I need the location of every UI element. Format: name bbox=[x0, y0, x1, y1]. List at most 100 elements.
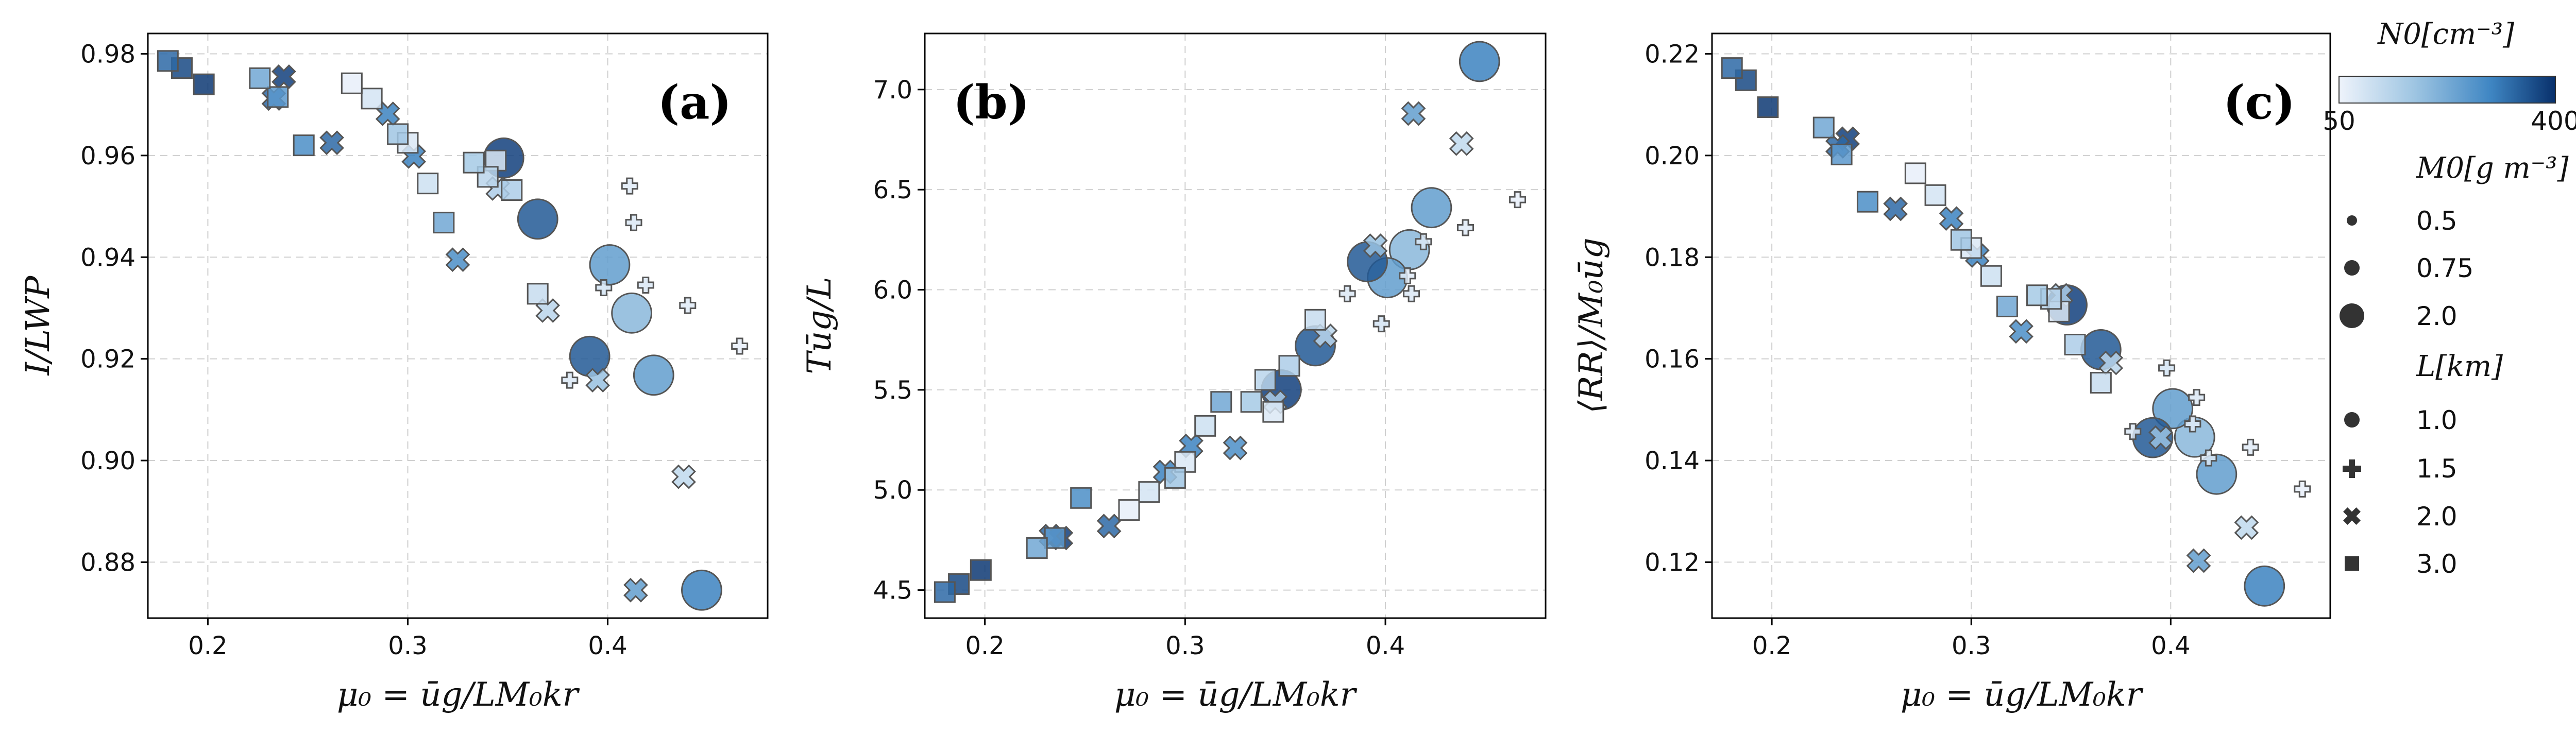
data-point-circle bbox=[681, 569, 722, 611]
data-point-x bbox=[445, 247, 470, 272]
size-legend-marker-0.75 bbox=[2344, 260, 2360, 276]
panel-c-label: (c) bbox=[2223, 75, 2295, 130]
x-tick-label: 0.4 bbox=[588, 631, 627, 660]
size-legend-title: M0[g m⁻³] bbox=[2416, 151, 2569, 185]
panel-a-label: (a) bbox=[658, 75, 732, 130]
data-point-plus bbox=[2184, 415, 2201, 433]
legend: N0[cm⁻³] 50 400 M0[g m⁻³] 0.5 0.75 2.0 L… bbox=[2323, 18, 2576, 579]
data-point-circle bbox=[2152, 388, 2194, 430]
data-point-square bbox=[417, 173, 439, 195]
marker-legend-x bbox=[2343, 507, 2361, 525]
data-point-plus bbox=[1338, 285, 1356, 302]
data-point-square bbox=[463, 151, 485, 174]
data-point-square bbox=[1026, 537, 1048, 559]
data-point-plus bbox=[2200, 449, 2217, 467]
data-point-plus bbox=[1403, 285, 1420, 302]
x-tick-label: 0.2 bbox=[965, 631, 1004, 660]
data-point-square bbox=[293, 134, 315, 157]
data-point-circle bbox=[1459, 41, 1500, 82]
y-tick-label: 0.98 bbox=[80, 40, 135, 69]
data-point-x bbox=[1363, 233, 1388, 258]
colorbar-min-label: 50 bbox=[2323, 106, 2355, 136]
y-tick-label: 0.20 bbox=[1645, 142, 1700, 170]
data-point-square bbox=[2090, 372, 2112, 394]
data-point-square bbox=[970, 559, 992, 581]
data-point-plus bbox=[595, 279, 613, 296]
panel-c-frame bbox=[1711, 32, 2331, 619]
data-point-square bbox=[2026, 284, 2048, 306]
data-point-square bbox=[527, 283, 549, 305]
data-point-square bbox=[1138, 481, 1160, 503]
data-point-x bbox=[1401, 101, 1426, 126]
data-point-circle bbox=[589, 244, 631, 285]
x-tick-label: 0.4 bbox=[2151, 631, 2190, 660]
data-point-square bbox=[1164, 467, 1186, 489]
x-tick-label: 0.3 bbox=[388, 631, 427, 660]
data-point-square bbox=[341, 72, 363, 94]
data-point-x bbox=[585, 368, 611, 392]
data-point-plus bbox=[625, 214, 642, 231]
y-tick-label: 0.12 bbox=[1645, 548, 1700, 577]
data-point-circle bbox=[633, 354, 674, 396]
data-point-square bbox=[2064, 334, 2086, 356]
x-tick-label: 0.2 bbox=[1752, 631, 1791, 660]
data-point-plus bbox=[679, 297, 697, 314]
data-point-square bbox=[157, 50, 179, 72]
data-point-square bbox=[361, 88, 383, 110]
marker-legend-label-3.0: 3.0 bbox=[2416, 549, 2458, 579]
data-point-square bbox=[1721, 57, 1743, 79]
size-legend-label-0.75: 0.75 bbox=[2416, 253, 2473, 283]
y-tick-label: 0.14 bbox=[1645, 447, 1700, 475]
data-point-x bbox=[2186, 548, 2211, 573]
data-point-x bbox=[2148, 425, 2173, 450]
data-point-circle bbox=[517, 198, 558, 240]
x-tick-label: 0.3 bbox=[1165, 631, 1205, 660]
data-point-plus bbox=[637, 277, 654, 294]
data-point-x bbox=[671, 464, 696, 489]
panel-b: 0.2 0.3 0.4 4.5 5.0 5.5 6.0 6.5 7.0 (b) μ₀ = ūg/… bbox=[801, 32, 1547, 714]
data-point-plus bbox=[2188, 389, 2206, 406]
panel-c: 0.2 0.3 0.4 0.12 0.14 0.16 0.18 0.20 0.22 (c) μ₀… bbox=[1572, 32, 2331, 714]
data-point-square bbox=[193, 73, 215, 95]
data-point-x bbox=[1096, 514, 1122, 539]
data-point-square bbox=[433, 212, 455, 234]
colorbar bbox=[2338, 76, 2556, 104]
y-tick-label: 0.96 bbox=[80, 142, 135, 170]
data-point-square bbox=[501, 179, 523, 201]
data-point-square bbox=[1070, 487, 1092, 509]
data-point-plus bbox=[2124, 423, 2142, 440]
data-point-plus bbox=[1372, 315, 1390, 333]
data-point-plus bbox=[2158, 359, 2176, 377]
size-legend-marker-2.0 bbox=[2340, 303, 2364, 328]
marker-legend-square bbox=[2345, 556, 2359, 571]
y-tick-label: 0.92 bbox=[80, 345, 135, 374]
marker-legend-circle bbox=[2344, 412, 2360, 428]
data-point-square bbox=[387, 123, 409, 145]
size-legend-marker-0.5 bbox=[2347, 215, 2357, 226]
data-point-plus bbox=[1457, 219, 1475, 236]
y-tick-label: 0.88 bbox=[80, 548, 135, 577]
x-tick-label: 0.4 bbox=[1366, 631, 1405, 660]
marker-legend-plus bbox=[2343, 459, 2361, 478]
y-tick-label: 5.0 bbox=[873, 476, 912, 505]
panel-a-points bbox=[157, 50, 749, 611]
data-point-square bbox=[1210, 391, 1232, 413]
y-tick-label: 6.5 bbox=[873, 176, 912, 204]
y-tick-label: 0.16 bbox=[1645, 345, 1700, 374]
data-point-square bbox=[1812, 116, 1835, 139]
data-point-plus bbox=[621, 177, 638, 195]
panel-a-xlabel: μ₀ = ūg/LM₀kr bbox=[337, 676, 580, 714]
data-point-plus bbox=[731, 337, 749, 355]
panel-b-ticks: 0.2 0.3 0.4 4.5 5.0 5.5 6.0 6.5 7.0 bbox=[873, 76, 1405, 660]
data-point-x bbox=[1939, 206, 1964, 231]
panel-b-points bbox=[934, 41, 1527, 603]
data-point-square bbox=[1118, 499, 1140, 521]
panel-b-frame bbox=[924, 32, 1547, 619]
data-point-plus bbox=[2294, 480, 2311, 498]
data-point-circle bbox=[611, 292, 653, 334]
colorbar-title: N0[cm⁻³] bbox=[2377, 18, 2514, 51]
y-tick-label: 5.5 bbox=[873, 376, 912, 405]
data-point-x bbox=[2009, 319, 2033, 344]
colorbar-max-label: 400 bbox=[2531, 106, 2576, 136]
data-point-square bbox=[1924, 184, 1946, 206]
